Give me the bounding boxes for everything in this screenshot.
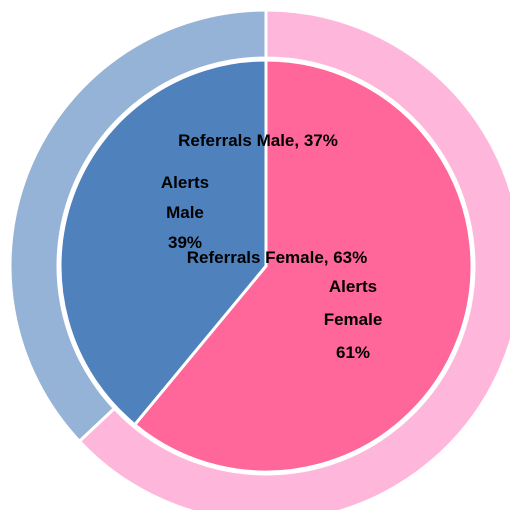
data-label-line: Referrals Male, 37% [178,131,338,150]
data-label-line: Referrals Female, 63% [187,248,368,267]
data-label-line: Female [324,310,383,329]
pie-slice [58,58,268,427]
data-label-line: 61% [336,343,370,362]
data-label: Referrals Male, 37% [178,131,338,150]
pie-slice [8,8,268,444]
data-label-line: 39% [168,233,202,252]
data-label-line: Alerts [161,173,209,192]
data-label: Referrals Female, 63% [187,248,368,267]
data-label: Alerts Male 39% [161,173,209,252]
pie-slice [132,58,474,474]
pie-slice [77,8,510,510]
data-label-line: Male [166,203,204,222]
data-label: Alerts Female 61% [324,277,383,362]
data-label-line: Alerts [329,277,377,296]
